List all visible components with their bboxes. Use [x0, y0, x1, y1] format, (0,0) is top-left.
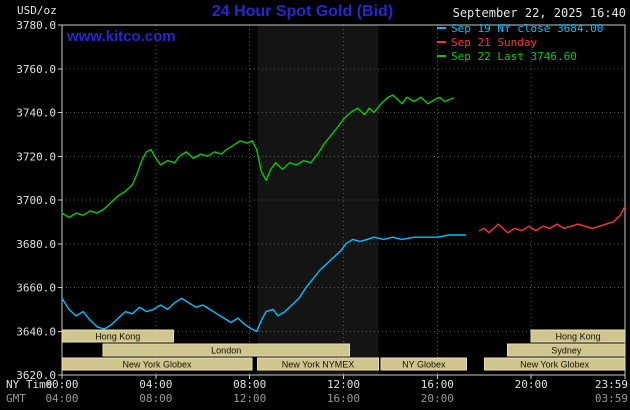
- legend-swatch-sep21-icon: [437, 41, 446, 43]
- series-line-sep19: [61, 234, 467, 332]
- session-label: Hong Kong: [556, 332, 601, 342]
- session-box: [530, 329, 626, 343]
- session-label: Hong Kong: [95, 332, 140, 342]
- datetime-label: September 22, 2025 16:40: [452, 6, 626, 20]
- x-tick-label-ny: 12:00: [327, 378, 360, 391]
- gmt-axis-label: GMT: [6, 392, 26, 405]
- x-tick-label-ny: 16:00: [421, 378, 454, 391]
- session-label: Sydney: [551, 346, 582, 356]
- session-box: [256, 357, 380, 371]
- y-tick-label: 3780.0: [16, 19, 56, 32]
- x-tick-label-ny: 00:00: [45, 378, 78, 391]
- session-box: [61, 329, 174, 343]
- session-label: London: [211, 346, 241, 356]
- y-tick-label: 3680.0: [16, 238, 56, 251]
- x-tick-label-ny: 20:00: [515, 378, 548, 391]
- ny-time-axis-label: NY Time: [6, 378, 52, 391]
- x-tick-label-gmt: 08:00: [139, 392, 172, 405]
- page-title: 24 Hour Spot Gold (Bid): [211, 3, 394, 20]
- y-tick-label: 3720.0: [16, 150, 56, 163]
- legend: Sep 19 NY close 3684.00 Sep 21 Sunday Se…: [437, 21, 603, 63]
- session-box: [507, 343, 626, 357]
- session-label: New York NYMEX: [282, 360, 355, 370]
- legend-item-sep21: Sep 21 Sunday: [437, 35, 603, 49]
- legend-label-sep22: Sep 22 Last 3746.60: [451, 49, 577, 63]
- y-tick-label: 3620.0: [16, 369, 56, 382]
- session-box: [380, 357, 468, 371]
- legend-label-sep21: Sep 21 Sunday: [451, 35, 538, 49]
- x-tick-label-ny: 23:59: [595, 378, 628, 391]
- y-tick-label: 3640.0: [16, 325, 56, 338]
- x-tick-label-gmt: 16:00: [327, 392, 360, 405]
- x-tick-label-ny: 04:00: [139, 378, 172, 391]
- y-tick-label: 3740.0: [16, 107, 56, 120]
- series-line-sep22: [61, 94, 454, 219]
- session-box: [102, 343, 350, 357]
- y-tick-label: 3660.0: [16, 282, 56, 295]
- session-box: [483, 357, 626, 371]
- session-label: NY Globex: [402, 360, 446, 370]
- x-tick-label-gmt: 04:00: [45, 392, 78, 405]
- x-tick-label-ny: 08:00: [233, 378, 266, 391]
- kitco-watermark-link[interactable]: www.kitco.com: [67, 28, 176, 45]
- y-tick-label: 3760.0: [16, 63, 56, 76]
- session-label: New York Globex: [520, 360, 590, 370]
- y-tick-label: 3700.0: [16, 194, 56, 207]
- legend-swatch-sep22-icon: [437, 55, 446, 57]
- unit-label: USD/oz: [17, 4, 57, 17]
- legend-label-sep19: Sep 19 NY close 3684.00: [451, 21, 604, 35]
- x-tick-label-gmt: 12:00: [233, 392, 266, 405]
- series-line-sep21: [478, 205, 626, 234]
- legend-item-sep22: Sep 22 Last 3746.60: [437, 49, 603, 63]
- x-tick-label-gmt: 20:00: [421, 392, 454, 405]
- session-label: New York Globex: [122, 360, 192, 370]
- session-box: [61, 357, 253, 371]
- legend-swatch-sep19-icon: [437, 27, 446, 29]
- legend-item-sep19: Sep 19 NY close 3684.00: [437, 21, 603, 35]
- x-tick-label-gmt: 03:59: [595, 392, 628, 405]
